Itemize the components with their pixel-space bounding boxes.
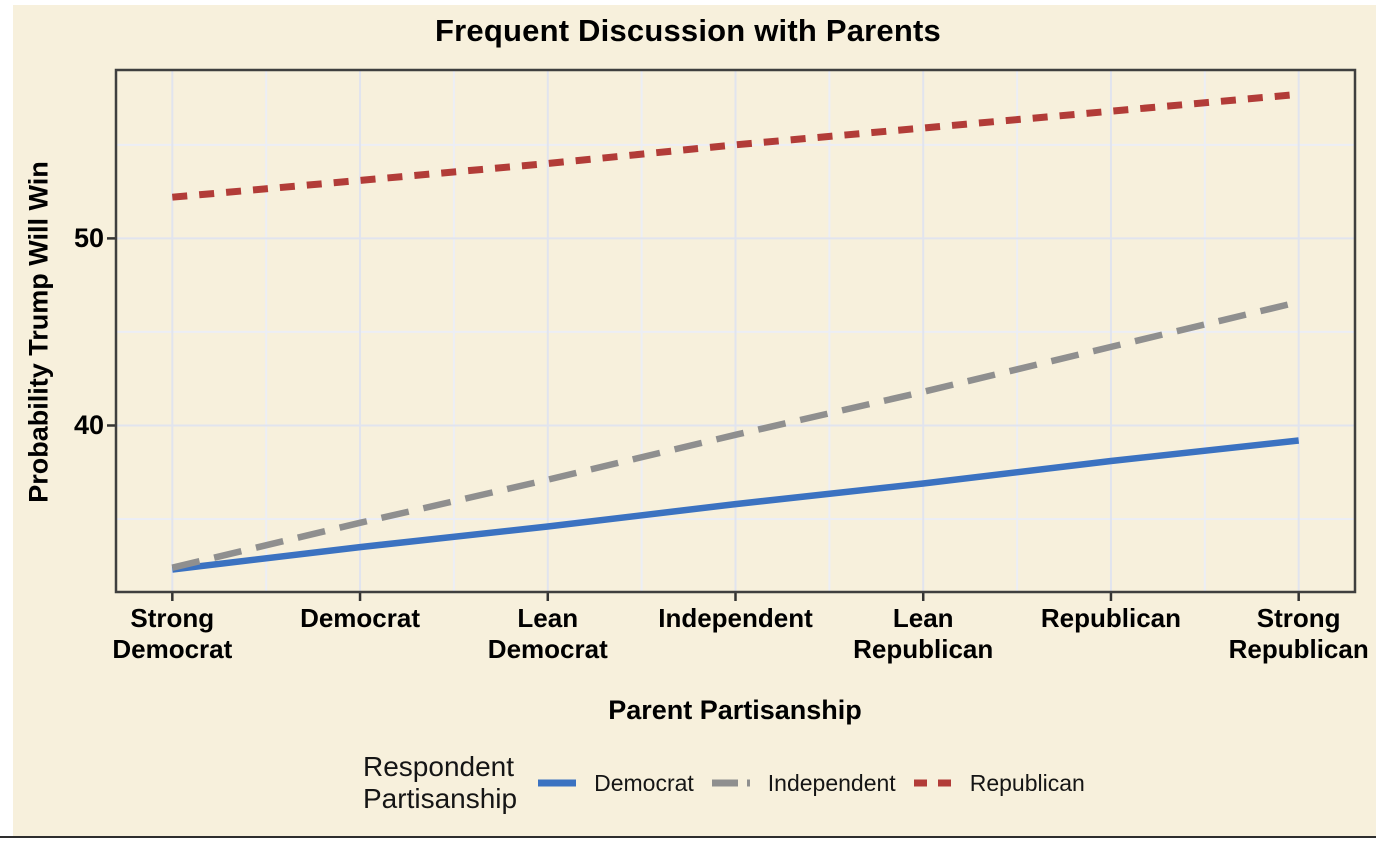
legend-label: Republican (969, 769, 1085, 796)
plot-panel (107, 68, 1357, 601)
x-tick-label: Lean Democrat (487, 603, 608, 664)
legend-item-independent: Independent (711, 770, 896, 797)
x-tick-label: Lean Republican (853, 603, 994, 664)
chart-title: Frequent Discussion with Parents (435, 13, 941, 48)
figure-bottom-edge (0, 836, 1376, 838)
x-tick-label: Strong Republican (1228, 603, 1369, 664)
y-axis-title: Probability Trump Will Win (23, 161, 54, 503)
legend-label: Democrat (594, 769, 694, 796)
series-line-independent (171, 298, 1300, 571)
legend: Respondent Partisanship Democrat Independ… (363, 749, 1102, 817)
legend-key-democrat-icon (538, 779, 577, 787)
figure-background (13, 5, 1376, 836)
legend-item-republican: Republican (913, 770, 1085, 797)
x-tick-label: Independent (658, 603, 813, 633)
y-tick-label: 50 (73, 223, 104, 254)
legend-key-republican-icon (913, 779, 952, 787)
x-axis-title: Parent Partisanship (608, 695, 862, 725)
series-line-democrat (171, 437, 1300, 573)
x-tick-label: Strong Democrat (112, 603, 233, 664)
panel-border (114, 68, 1357, 594)
x-tick-label: Democrat (300, 603, 420, 633)
legend-item-democrat: Democrat (537, 770, 694, 797)
legend-title: Respondent Partisanship (363, 751, 518, 814)
y-tick-label: 40 (73, 410, 104, 441)
legend-items: Democrat Independent Republican (537, 770, 1102, 797)
legend-label: Independent (767, 769, 896, 796)
legend-key-independent-icon (711, 779, 750, 787)
x-tick-label: Republican (1040, 603, 1182, 633)
